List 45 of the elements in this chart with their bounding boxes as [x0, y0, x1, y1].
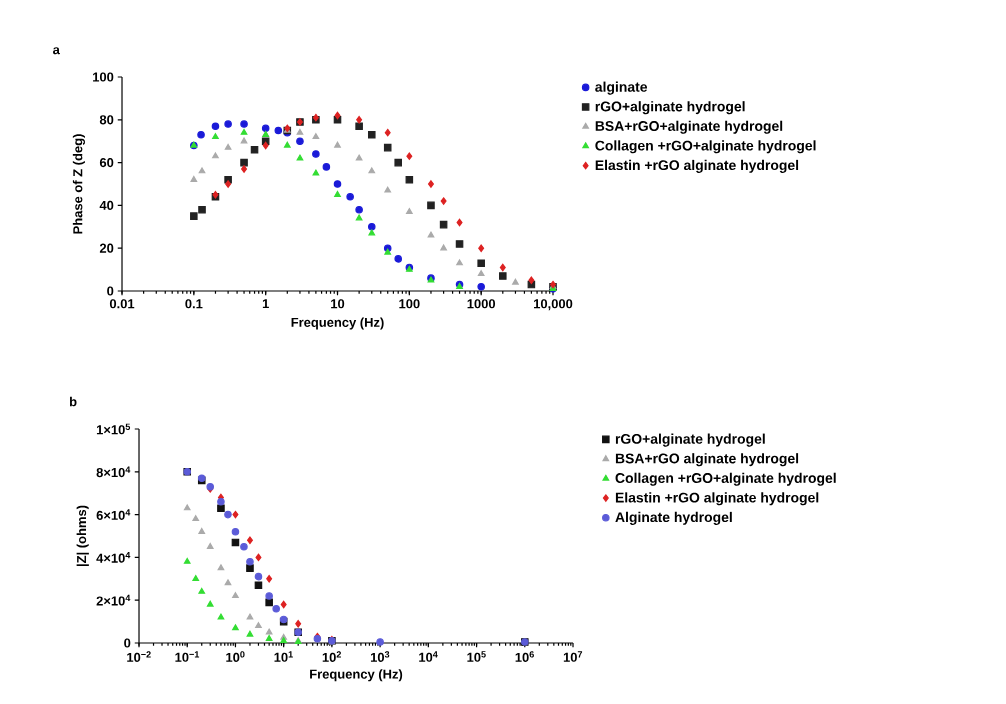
y-tick-label: 0	[124, 638, 131, 648]
y-tick-label: 20	[99, 243, 114, 253]
x-tick-label: 10$^{1}$	[274, 651, 293, 662]
x-tick-label: 10$^{5}$	[467, 651, 486, 662]
x-axis-title: Frequency (Hz)	[310, 669, 403, 682]
legend-label: BSA+rGO+alginate hydrogel	[595, 120, 783, 134]
y-tick-label: 60	[99, 158, 114, 168]
x-axis-title: Frequency (Hz)	[291, 317, 384, 330]
legend-label: Elastin +rGO alginate hydrogel	[615, 492, 819, 506]
x-tick-label: 10$^{4}$	[419, 651, 438, 662]
legend-label: alginate	[595, 81, 648, 95]
x-tick-label: 100	[399, 299, 420, 309]
x-tick-label: 10$^{6}$	[515, 651, 534, 662]
chart-title: b	[70, 396, 77, 407]
x-tick-label: 10$^{−1}$	[175, 651, 200, 662]
x-tick-label: 10$^{−2}$	[127, 651, 151, 662]
legend-label: Alginate hydrogel	[615, 511, 732, 525]
y-tick-label: 100	[93, 72, 114, 82]
x-tick-label: 10$^{7}$	[563, 651, 583, 662]
legend-label: BSA+rGO alginate hydrogel	[615, 453, 799, 467]
y-tick-label: 8×10$^{4}$	[96, 466, 131, 478]
y-tick-label: 6×10$^{4}$	[96, 509, 131, 520]
x-tick-label: 0.01	[109, 299, 135, 309]
legend-label: Elastin +rGO alginate hydrogel	[595, 159, 799, 173]
y-axis-title: |Z| (ohms)	[76, 505, 89, 566]
y-tick-label: 4×10$^{4}$	[96, 552, 131, 563]
x-tick-label: 10$^{0}$	[226, 651, 245, 662]
y-tick-label: 2×10$^{4}$	[96, 594, 131, 606]
legend-label: rGO+alginate hydrogel	[595, 101, 745, 115]
x-tick-label: 1000	[467, 299, 496, 309]
legend-label: Collagen +rGO+alginate hydrogel	[615, 472, 836, 486]
y-axis-title: Phase of Z (deg)	[72, 134, 85, 234]
chart-title: a	[53, 47, 60, 55]
x-tick-label: 10$^{3}$	[370, 651, 390, 662]
x-tick-label: 10	[331, 299, 345, 309]
x-tick-label: 10,000	[534, 299, 573, 311]
y-tick-label: 40	[99, 200, 114, 210]
x-tick-label: 1	[262, 299, 269, 309]
x-tick-label: 10$^{2}$	[322, 651, 341, 662]
x-tick-label: 0.1	[185, 299, 203, 309]
legend-label: Collagen +rGO+alginate hydrogel	[595, 140, 816, 154]
y-tick-label: 1×10$^{5}$	[96, 423, 131, 435]
y-tick-label: 80	[99, 115, 114, 125]
legend-label: rGO+alginate hydrogel	[615, 433, 765, 447]
y-tick-label: 0	[107, 286, 114, 296]
